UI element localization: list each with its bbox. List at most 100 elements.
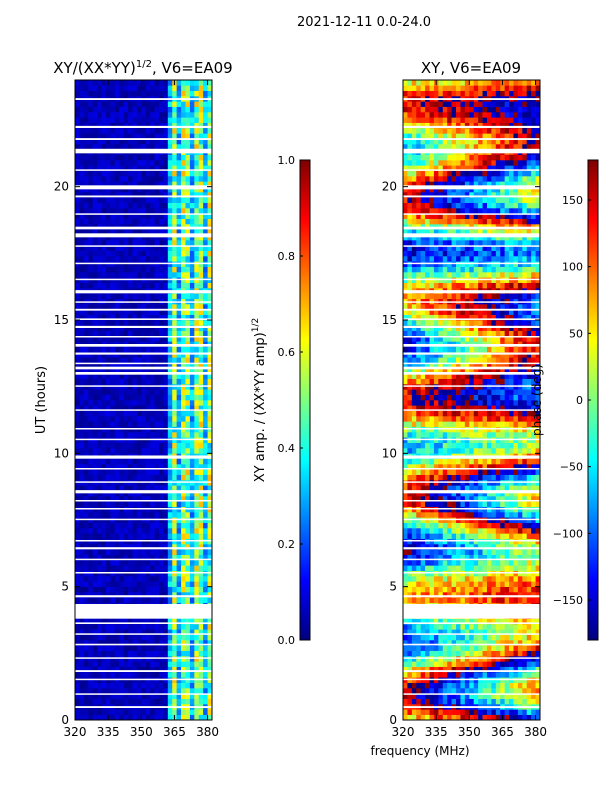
- phase-cell: [442, 645, 448, 651]
- amplitude-cell: [123, 421, 129, 427]
- amplitude-cell: [75, 101, 80, 107]
- amplitude-cell: [150, 709, 155, 715]
- amplitude-cell: [207, 346, 213, 353]
- amplitude-cell: [79, 314, 85, 321]
- amplitude-cell: [150, 672, 155, 678]
- amplitude-cell: [154, 714, 160, 721]
- phase-cell: [535, 618, 541, 625]
- amplitude-cell: [198, 362, 204, 369]
- phase-cell: [482, 618, 488, 625]
- amplitude-cell: [119, 117, 124, 123]
- amplitude-cell: [79, 469, 85, 475]
- phase-cell: [491, 554, 497, 561]
- amplitude-cell: [114, 666, 120, 673]
- amplitude-cell: [92, 485, 98, 491]
- amplitude-cell: [101, 90, 107, 97]
- amplitude-cell: [128, 336, 133, 342]
- amplitude-cell: [123, 576, 129, 582]
- amplitude-cell: [83, 474, 89, 481]
- amplitude-cell: [163, 416, 169, 422]
- phase-cell: [478, 629, 483, 635]
- phase-cell: [433, 586, 439, 593]
- phase-cell: [504, 650, 510, 657]
- amplitude-cell: [207, 234, 213, 241]
- amplitude-cell: [92, 165, 98, 171]
- phase-cell: [495, 661, 501, 667]
- amplitude-cell: [154, 90, 160, 97]
- amplitude-cell: [79, 144, 85, 150]
- amplitude-cell: [114, 693, 120, 699]
- amplitude-cell: [158, 448, 164, 454]
- amplitude-cell: [83, 688, 89, 694]
- phase-cell: [460, 512, 466, 518]
- amplitude-cell: [101, 549, 107, 555]
- amplitude-cell: [194, 661, 200, 667]
- amplitude-cell: [163, 693, 169, 699]
- amplitude-cell: [207, 640, 213, 646]
- amplitude-cell: [141, 357, 147, 363]
- amplitude-cell: [136, 112, 142, 118]
- amplitude-cell: [207, 490, 213, 497]
- amplitude-cell: [203, 234, 208, 241]
- amplitude-cell: [167, 416, 173, 422]
- amplitude-cell: [172, 549, 177, 555]
- amplitude-cell: [194, 560, 200, 566]
- amplitude-cell: [114, 618, 120, 625]
- phase-cell: [438, 586, 444, 593]
- phase-cell: [429, 698, 435, 705]
- amplitude-cell: [97, 512, 102, 518]
- amplitude-cell: [128, 522, 133, 529]
- amplitude-cell: [136, 581, 142, 587]
- phase-cell: [509, 666, 514, 673]
- amplitude-cell: [185, 533, 191, 539]
- amplitude-cell: [97, 618, 102, 625]
- phase-cell: [513, 650, 519, 657]
- amplitude-cell: [176, 112, 182, 118]
- amplitude-cell: [176, 240, 182, 246]
- phase-cell: [460, 666, 466, 673]
- amplitude-cell: [150, 373, 155, 379]
- amplitude-cell: [207, 464, 213, 470]
- amplitude-cell: [101, 122, 107, 129]
- amplitude-cell: [114, 154, 120, 161]
- phase-cell: [522, 597, 528, 603]
- amplitude-cell: [132, 133, 138, 139]
- amplitude-cell: [150, 629, 155, 635]
- amplitude-cell: [79, 122, 85, 129]
- amplitude-cell: [132, 640, 138, 646]
- amplitude-ytick-label: 0: [61, 713, 69, 727]
- amplitude-cell: [158, 485, 164, 491]
- amplitude-cell: [167, 117, 173, 123]
- phase-cell: [509, 709, 514, 715]
- phase-cell: [429, 533, 435, 539]
- phase-cell: [411, 645, 417, 651]
- amplitude-cell: [110, 272, 116, 278]
- amplitude-cell: [97, 464, 102, 470]
- phase-cell: [416, 576, 421, 582]
- amplitude-cell: [145, 144, 151, 150]
- amplitude-cell: [141, 410, 147, 417]
- phase-cell: [478, 618, 483, 625]
- amplitude-cell: [75, 90, 80, 97]
- phase-cell: [416, 581, 421, 587]
- amplitude-cell: [97, 229, 102, 235]
- phase-cell: [509, 586, 514, 593]
- amplitude-cell: [141, 576, 147, 582]
- amplitude-cell: [88, 106, 93, 113]
- amplitude-cell: [132, 400, 138, 406]
- amplitude-cell: [176, 362, 182, 369]
- amplitude-cell: [128, 560, 133, 566]
- amplitude-cell: [154, 85, 160, 91]
- amplitude-cell: [88, 474, 93, 481]
- amplitude-cell: [207, 389, 213, 395]
- phase-cell: [442, 650, 448, 657]
- amplitude-cell: [75, 410, 80, 417]
- amplitude-cell: [207, 549, 213, 555]
- phase-cell: [473, 501, 479, 507]
- phase-cell: [460, 640, 466, 646]
- amplitude-cell: [176, 325, 182, 331]
- amplitude-cell: [110, 490, 116, 497]
- amplitude-cell: [128, 410, 133, 417]
- phase-cell: [495, 522, 501, 529]
- amplitude-cell: [83, 240, 89, 246]
